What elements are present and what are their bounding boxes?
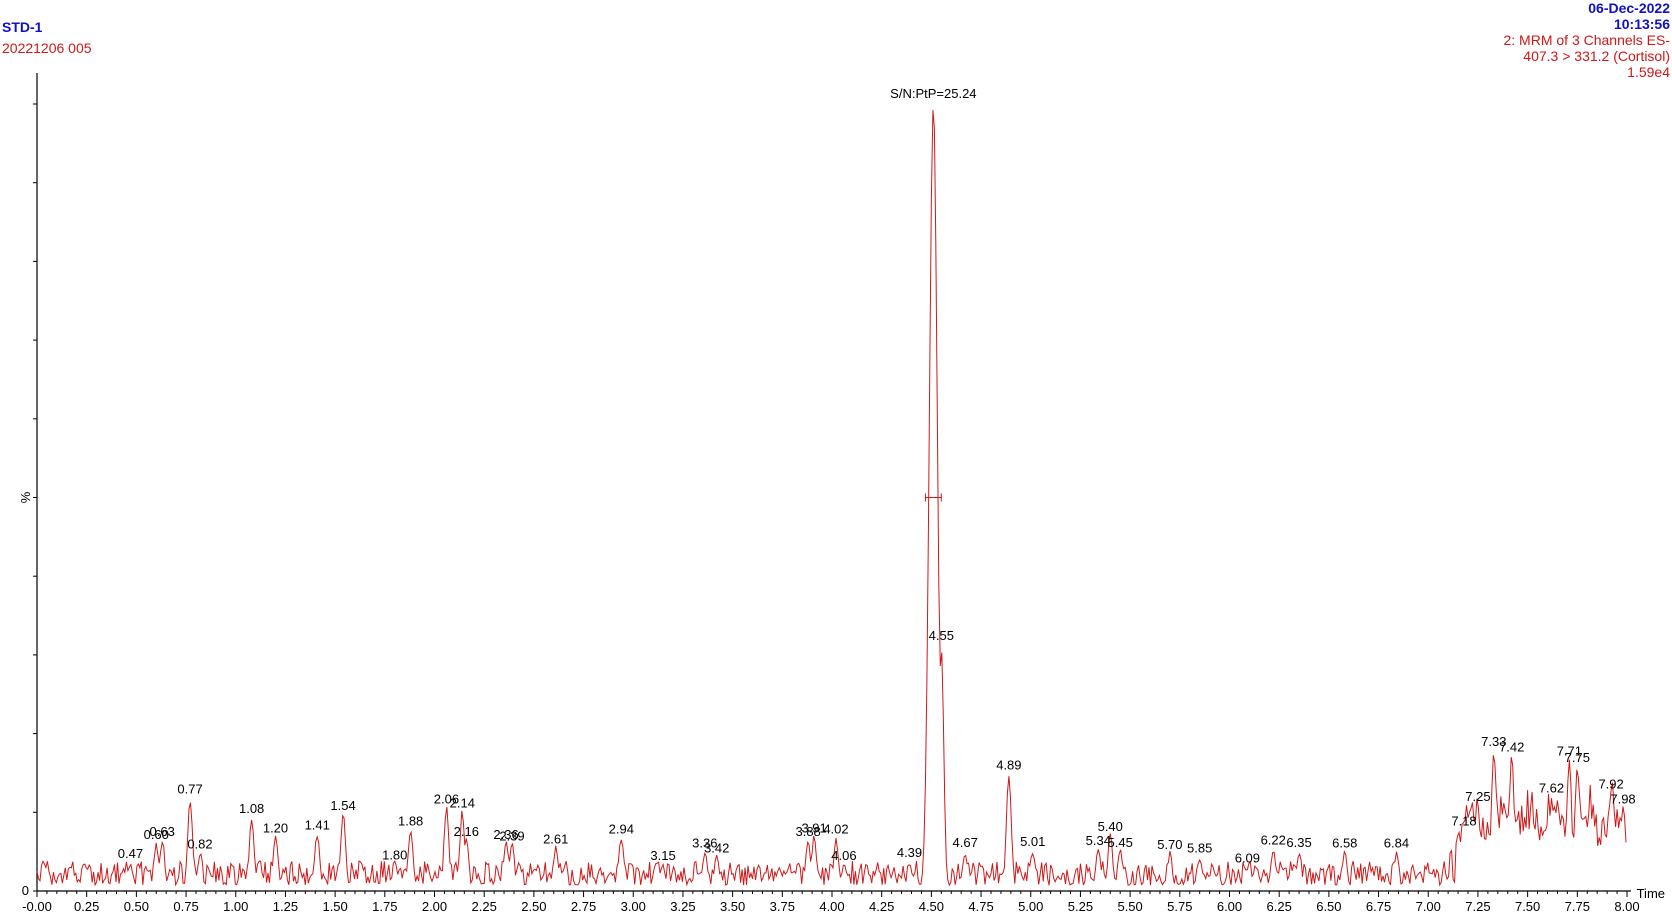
peak-label: 2.39 [499,829,524,844]
peak-label: 7.33 [1481,734,1506,749]
x-tick-label: 1.25 [273,899,298,914]
x-tick-label: 6.75 [1366,899,1391,914]
x-tick-label: 4.50 [919,899,944,914]
peak-label: 4.55 [929,628,954,643]
intensity-scale: 1.59e4 [1627,64,1670,80]
x-tick-label: 3.00 [621,899,646,914]
peak-label: 4.06 [831,848,856,863]
peak-label: 5.34 [1086,833,1111,848]
sample-id: 20221206 005 [2,40,92,56]
peak-label: 5.40 [1098,819,1123,834]
x-tick-label: 1.00 [223,899,248,914]
peak-label: 6.58 [1332,836,1357,851]
peak-label: 2.94 [609,821,634,836]
x-tick-label: 5.00 [1018,899,1043,914]
transition-description: 407.3 > 331.2 (Cortisol) [1523,48,1670,64]
peak-label: 7.92 [1598,777,1623,792]
peak-label: 6.22 [1261,832,1286,847]
peak-label: 2.06 [434,792,459,807]
x-tick-label: 1.75 [372,899,397,914]
peak-label: 0.63 [150,824,175,839]
x-tick-label: 0.25 [74,899,99,914]
x-tick-label: 3.25 [670,899,695,914]
x-tick-label: 2.00 [422,899,447,914]
peak-label: 7.98 [1610,792,1635,807]
peak-label: 2.14 [450,795,475,810]
peak-label: 4.67 [953,835,978,850]
peak-label: 4.39 [897,845,922,860]
acquisition-date: 06-Dec-2022 [1588,0,1670,16]
peak-label: 0.47 [118,846,143,861]
peak-label: 6.84 [1384,836,1409,851]
x-tick-label: 7.50 [1515,899,1540,914]
peak-label: 7.18 [1451,814,1476,829]
peak-label: 7.71 [1557,744,1582,759]
x-tick-label: 3.75 [770,899,795,914]
x-tick-label: 4.25 [869,899,894,914]
y-tick-label: 0 [22,883,29,898]
peak-label: 3.88 [795,824,820,839]
peak-label: 1.08 [239,801,264,816]
peak-label: 6.35 [1286,835,1311,850]
peak-label: 2.61 [543,832,568,847]
sample-name: STD-1 [2,19,43,35]
x-tick-label: 6.00 [1217,899,1242,914]
peak-label: 1.80 [382,847,407,862]
peak-label: 5.01 [1020,834,1045,849]
peak-label: 5.45 [1108,835,1133,850]
channel-description: 2: MRM of 3 Channels ES- [1503,32,1670,48]
signal-to-noise-annotation: S/N:PtP=25.24 [890,86,976,101]
peak-label: 0.77 [177,781,202,796]
y-axis-label: % [18,491,33,503]
x-tick-label: 2.25 [472,899,497,914]
peak-label: 2.16 [454,824,479,839]
x-tick-label: 6.50 [1316,899,1341,914]
x-tick-label: -0.00 [22,899,52,914]
peak-label: 3.15 [650,848,675,863]
x-tick-label: 5.25 [1068,899,1093,914]
x-tick-label: 6.25 [1267,899,1292,914]
peak-label: 3.42 [704,840,729,855]
peak-label: 6.09 [1235,851,1260,866]
x-axis-label: Time [1637,886,1665,901]
peak-label: 4.89 [996,758,1021,773]
x-tick-label: 7.00 [1416,899,1441,914]
x-tick-label: 2.50 [521,899,546,914]
peak-label: 1.88 [398,814,423,829]
x-tick-label: 1.50 [322,899,347,914]
x-tick-label: 5.50 [1117,899,1142,914]
x-tick-label: 4.75 [968,899,993,914]
acquisition-time: 10:13:56 [1613,16,1670,32]
x-tick-label: 3.50 [720,899,745,914]
x-tick-label: 8.00 [1614,899,1639,914]
x-tick-label: 0.50 [124,899,149,914]
peak-label: 2.36 [493,827,518,842]
x-tick-label: 7.75 [1565,899,1590,914]
peak-label: 5.85 [1187,840,1212,855]
peak-label: 5.70 [1157,837,1182,852]
x-tick-label: 5.75 [1167,899,1192,914]
peak-label: 7.75 [1565,750,1590,765]
chromatogram-trace [36,110,1627,887]
peak-label: 1.41 [305,817,330,832]
peak-label: 7.42 [1499,740,1524,755]
peak-label: 7.62 [1539,780,1564,795]
peak-label: 3.91 [801,821,826,836]
peak-label: 7.25 [1465,789,1490,804]
peak-label: 0.82 [187,836,212,851]
peak-label: 0.60 [144,827,169,842]
peak-label: 1.54 [330,798,355,813]
x-tick-label: 2.75 [571,899,596,914]
header-info: 06-Dec-2022 10:13:56 2: MRM of 3 Channel… [1503,0,1670,80]
peak-label: 4.02 [823,821,848,836]
x-tick-label: 0.75 [173,899,198,914]
peak-label: 3.36 [692,836,717,851]
x-tick-label: 4.00 [819,899,844,914]
peak-label: 1.20 [263,821,288,836]
x-tick-label: 7.25 [1465,899,1490,914]
